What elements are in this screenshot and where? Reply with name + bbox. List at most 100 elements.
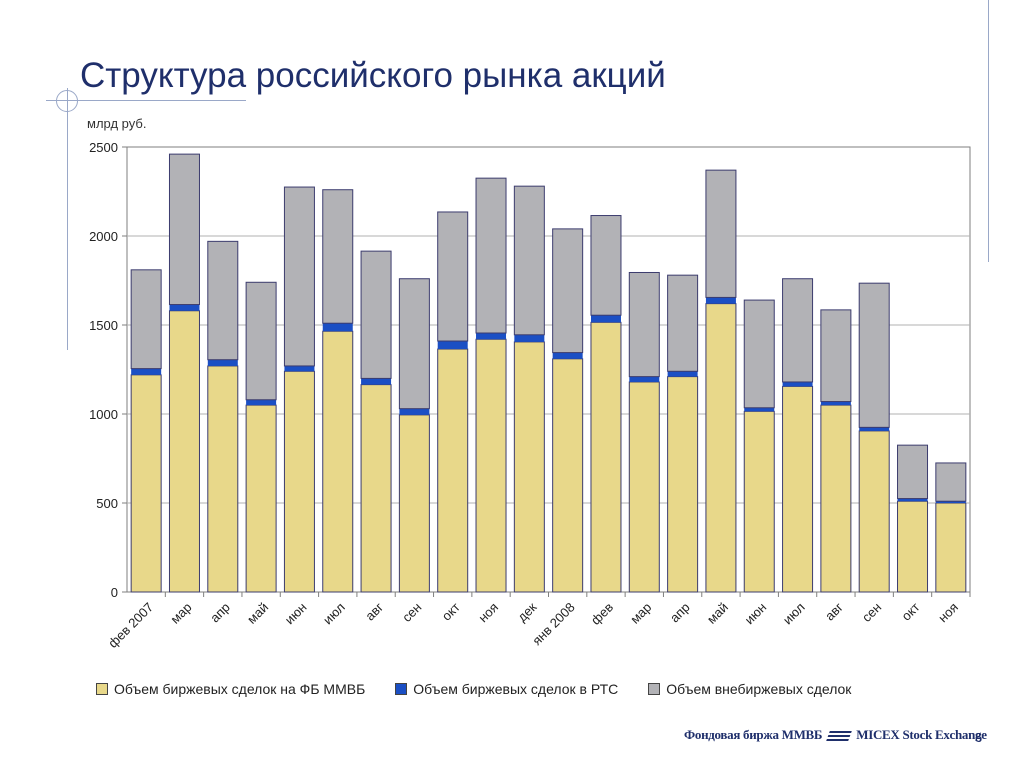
x-tick-label: мар: [627, 600, 654, 627]
y-tick-label: 500: [96, 496, 118, 511]
x-tick-label: окт: [439, 599, 463, 623]
bar-segment: [245, 404, 277, 593]
bar-segment: [705, 303, 737, 593]
bar-segment: [667, 274, 699, 372]
bar-segment: [322, 189, 354, 324]
decorative-circle: [56, 90, 78, 112]
legend-label: Объем биржевых сделок на ФБ ММВБ: [114, 681, 366, 697]
x-tick-label: мар: [167, 600, 194, 627]
bar-segment: [667, 376, 699, 593]
bar-segment: [475, 338, 507, 593]
bar-segment: [399, 408, 430, 415]
bar-segment: [858, 282, 890, 428]
y-tick-label: 2000: [89, 229, 118, 244]
bar-segment: [245, 281, 277, 401]
legend-item: Объем биржевых сделок в РТС: [395, 681, 618, 697]
bar-segment: [130, 269, 162, 370]
bar-segment: [935, 501, 966, 503]
bar-segment: [207, 240, 239, 361]
x-tick-label: май: [704, 600, 731, 627]
x-tick-label: дек: [514, 599, 539, 624]
legend-swatch: [96, 683, 108, 695]
bar-segment: [820, 309, 852, 403]
x-tick-label: авг: [822, 599, 846, 623]
x-tick-label: ноя: [475, 600, 501, 626]
bar-segment: [552, 358, 584, 593]
bar-segment: [897, 444, 929, 500]
page-number: 6: [975, 730, 983, 745]
bar-segment: [590, 315, 621, 323]
legend-swatch: [395, 683, 408, 695]
bar-segment: [514, 334, 545, 342]
bar-segment: [552, 352, 583, 359]
bar-segment: [475, 177, 507, 334]
bar-segment: [322, 323, 353, 332]
bar-segment: [398, 414, 430, 593]
bar-segment: [131, 368, 162, 375]
micex-logo-icon: [826, 731, 853, 742]
bar-segment: [284, 365, 315, 372]
bar-segment: [743, 410, 775, 593]
x-tick-label: авг: [362, 599, 386, 623]
bar-segment: [513, 185, 545, 336]
bar-segment: [322, 330, 354, 593]
x-tick-label: сен: [399, 600, 424, 625]
bar-segment: [858, 430, 890, 593]
y-tick-label: 2500: [89, 140, 118, 155]
footer-right-text: MICEX Stock Exchange: [856, 727, 987, 742]
legend-label: Объем внебиржевых сделок: [666, 681, 852, 697]
bar-segment: [207, 359, 238, 366]
legend-label: Объем биржевых сделок в РТС: [413, 681, 619, 697]
bar-segment: [667, 371, 698, 377]
x-tick-label: апр: [207, 600, 233, 626]
bar-segment: [207, 365, 239, 593]
x-tick-label: сен: [859, 600, 884, 625]
x-tick-label: июл: [780, 600, 808, 628]
bar-segment: [897, 500, 929, 593]
bar-segment: [360, 250, 392, 379]
y-tick-label: 1000: [89, 407, 118, 422]
slide-title: Структура российского рынка акций: [80, 56, 666, 95]
bar-segment: [744, 407, 775, 412]
bar-segment: [437, 211, 469, 342]
bar-segment: [283, 370, 315, 593]
bar-segment: [782, 385, 814, 593]
bar-segment: [820, 401, 851, 406]
bar-segment: [513, 341, 545, 593]
bar-segment: [283, 186, 315, 367]
bar-segment: [169, 304, 200, 311]
x-tick-label: апр: [667, 600, 693, 626]
legend-swatch: [648, 683, 661, 695]
bar-segment: [590, 321, 622, 593]
bar-segment: [168, 153, 200, 306]
bar-segment: [361, 378, 392, 385]
bar-segment: [859, 427, 890, 431]
x-tick-label: май: [244, 600, 271, 627]
bar-segment: [398, 278, 430, 410]
unit-label: млрд руб.: [87, 116, 147, 131]
bar-segment: [360, 384, 392, 593]
bar-segment: [246, 399, 277, 406]
bar-segment: [935, 502, 967, 593]
x-tick-label: окт: [899, 599, 923, 623]
bar-segment: [552, 228, 584, 354]
bar-segment: [629, 376, 660, 382]
y-tick-label: 1500: [89, 318, 118, 333]
chart-legend: Объем биржевых сделок на ФБ ММВБ Объем б…: [96, 681, 881, 697]
footer-logo: Фондовая биржа ММВБ MICEX Stock Exchange: [684, 727, 987, 743]
bar-segment: [168, 310, 200, 593]
x-tick-label: июн: [282, 600, 310, 628]
bar-segment: [782, 278, 814, 383]
bar-segment: [705, 297, 736, 304]
bar-segment: [590, 215, 622, 316]
bar-segment: [437, 348, 469, 593]
x-tick-label: июл: [320, 600, 348, 628]
bar-segment: [628, 271, 660, 378]
bar-segment: [897, 498, 928, 502]
bar-segment: [130, 374, 162, 593]
bar-segment: [476, 333, 507, 340]
legend-item: Объем внебиржевых сделок: [648, 681, 851, 697]
decorative-line: [988, 0, 989, 262]
bar-segment: [743, 299, 775, 409]
